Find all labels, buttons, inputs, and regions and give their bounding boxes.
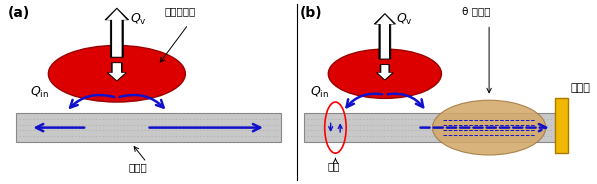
Polygon shape bbox=[107, 9, 127, 57]
Ellipse shape bbox=[328, 49, 441, 98]
Ellipse shape bbox=[432, 100, 546, 155]
Bar bbox=[555, 98, 568, 153]
Text: $Q_{\rm v}$: $Q_{\rm v}$ bbox=[130, 12, 147, 27]
Text: ナノ共振器: ナノ共振器 bbox=[165, 6, 196, 16]
Polygon shape bbox=[107, 63, 127, 81]
Bar bbox=[304, 114, 555, 142]
Bar bbox=[16, 114, 281, 142]
Ellipse shape bbox=[48, 45, 185, 102]
Polygon shape bbox=[105, 8, 129, 57]
Text: $Q_{\rm in}$: $Q_{\rm in}$ bbox=[30, 84, 50, 100]
Text: 干渉: 干渉 bbox=[327, 161, 340, 171]
Text: $Q_{\rm v}$: $Q_{\rm v}$ bbox=[396, 12, 413, 27]
Polygon shape bbox=[376, 15, 394, 59]
Polygon shape bbox=[374, 13, 396, 59]
Text: θ の制御: θ の制御 bbox=[462, 6, 491, 16]
Text: $Q_{\rm in}$: $Q_{\rm in}$ bbox=[310, 84, 330, 100]
Polygon shape bbox=[378, 65, 392, 79]
Polygon shape bbox=[377, 65, 393, 80]
Text: (b): (b) bbox=[300, 6, 322, 20]
Text: 反射鏡: 反射鏡 bbox=[571, 83, 590, 93]
Text: (a): (a) bbox=[8, 6, 30, 20]
Text: 導波路: 導波路 bbox=[129, 162, 147, 172]
Polygon shape bbox=[109, 63, 125, 80]
